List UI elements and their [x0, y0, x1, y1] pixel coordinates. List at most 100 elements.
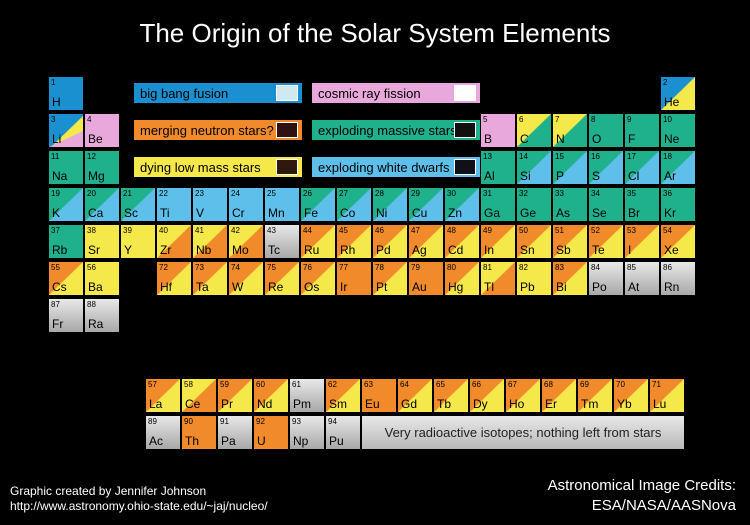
element-Ag: 47Ag	[408, 224, 444, 259]
element-H: 1H	[48, 76, 84, 111]
atomic-number: 38	[87, 226, 96, 235]
atomic-number: 58	[184, 380, 193, 389]
element-Ra: 88Ra	[84, 298, 120, 333]
page-title: The Origin of the Solar System Elements	[0, 0, 750, 59]
legend-ew: exploding white dwarfs	[311, 156, 481, 178]
element-symbol: Lu	[653, 397, 666, 411]
element-Cd: 48Cd	[444, 224, 480, 259]
element-symbol: Ti	[160, 206, 170, 220]
element-symbol: Mo	[232, 243, 249, 257]
element-symbol: Rb	[52, 243, 67, 257]
element-symbol: Ga	[484, 206, 500, 220]
element-Pu: 94Pu	[325, 415, 361, 450]
element-symbol: Ag	[412, 243, 427, 257]
element-W: 74 W	[228, 261, 264, 296]
element-La: 57La	[145, 378, 181, 413]
element-Co: 27Co	[336, 187, 372, 222]
atomic-number: 79	[411, 263, 420, 272]
credit-author: Graphic created by Jennifer Johnson	[10, 484, 268, 500]
element-symbol: V	[196, 206, 204, 220]
legend-dl-icon	[276, 159, 298, 175]
atomic-number: 16	[591, 152, 600, 161]
element-Fe: 26Fe	[300, 187, 336, 222]
element-symbol: H	[52, 95, 61, 109]
element-symbol: Xe	[664, 243, 679, 257]
element-symbol: Ru	[304, 243, 319, 257]
atomic-number: 86	[663, 263, 672, 272]
atomic-number: 85	[627, 263, 636, 272]
atomic-number: 74	[231, 263, 240, 272]
element-Al: 13Al	[480, 150, 516, 185]
element-Sm: 62Sm	[325, 378, 361, 413]
atomic-number: 56	[87, 263, 96, 272]
atomic-number: 80	[447, 263, 456, 272]
element-Np: 93Np	[289, 415, 325, 450]
element-Pb: 82Pb	[516, 261, 552, 296]
element-Si: 14Si	[516, 150, 552, 185]
atomic-number: 14	[519, 152, 528, 161]
element-Se: 34Se	[588, 187, 624, 222]
element-S: 16 S	[588, 150, 624, 185]
atomic-number: 40	[159, 226, 168, 235]
element-symbol: S	[592, 169, 600, 183]
element-At: 85 At	[624, 261, 660, 296]
element-Zr: 40Zr	[156, 224, 192, 259]
element-Tc: 43Tc	[264, 224, 300, 259]
element-In: 49In	[480, 224, 516, 259]
element-Hg: 80 Hg	[444, 261, 480, 296]
element-symbol: Hg	[448, 280, 463, 294]
element-symbol: At	[628, 280, 639, 294]
element-symbol: Pm	[293, 397, 311, 411]
atomic-number: 18	[663, 152, 672, 161]
element-symbol: Ce	[185, 397, 200, 411]
atomic-number: 46	[375, 226, 384, 235]
element-symbol: W	[232, 280, 243, 294]
atomic-number: 67	[508, 380, 517, 389]
atomic-number: 50	[519, 226, 528, 235]
element-symbol: Nd	[257, 397, 272, 411]
element-symbol: Pt	[376, 280, 387, 294]
atomic-number: 44	[303, 226, 312, 235]
legend-ms: merging neutron stars?	[133, 119, 303, 141]
element-symbol: Eu	[365, 397, 380, 411]
element-symbol: Ne	[664, 132, 679, 146]
legend-em: exploding massive stars	[311, 119, 481, 141]
atomic-number: 52	[591, 226, 600, 235]
element-Ca: 20Ca	[84, 187, 120, 222]
element-symbol: Os	[304, 280, 319, 294]
legend-ms-icon	[276, 122, 298, 138]
atomic-number: 66	[472, 380, 481, 389]
element-Os: 76Os	[300, 261, 336, 296]
atomic-number: 84	[591, 263, 600, 272]
element-symbol: Ta	[196, 280, 209, 294]
atomic-number: 77	[339, 263, 348, 272]
atomic-number: 61	[292, 380, 301, 389]
element-Th: 90Th	[181, 415, 217, 450]
radioactive-note: Very radioactive isotopes; nothing left …	[361, 415, 685, 450]
element-symbol: Ac	[149, 434, 163, 448]
element-Li: 3Li	[48, 113, 84, 148]
atomic-number: 34	[591, 189, 600, 198]
atomic-number: 62	[328, 380, 337, 389]
element-symbol: Sn	[520, 243, 535, 257]
atomic-number: 19	[51, 189, 60, 198]
element-symbol: Rh	[340, 243, 355, 257]
credit-left: Graphic created by Jennifer Johnson http…	[10, 484, 268, 515]
atomic-number: 54	[663, 226, 672, 235]
element-Yb: 70Yb	[613, 378, 649, 413]
element-symbol: Tm	[581, 397, 598, 411]
element-symbol: Mg	[88, 169, 105, 183]
element-Tm: 69Tm	[577, 378, 613, 413]
element-Na: 11Na	[48, 150, 84, 185]
element-Po: 84Po	[588, 261, 624, 296]
element-O: 8O	[588, 113, 624, 148]
atomic-number: 60	[256, 380, 265, 389]
element-symbol: Pd	[376, 243, 391, 257]
element-symbol: Hf	[160, 280, 172, 294]
credit-url: http://www.astronomy.ohio-state.edu/~jaj…	[10, 499, 268, 515]
element-Ir: 77Ir	[336, 261, 372, 296]
element-Sr: 38Sr	[84, 224, 120, 259]
atomic-number: 57	[148, 380, 157, 389]
atomic-number: 28	[375, 189, 384, 198]
element-Ga: 31Ga	[480, 187, 516, 222]
